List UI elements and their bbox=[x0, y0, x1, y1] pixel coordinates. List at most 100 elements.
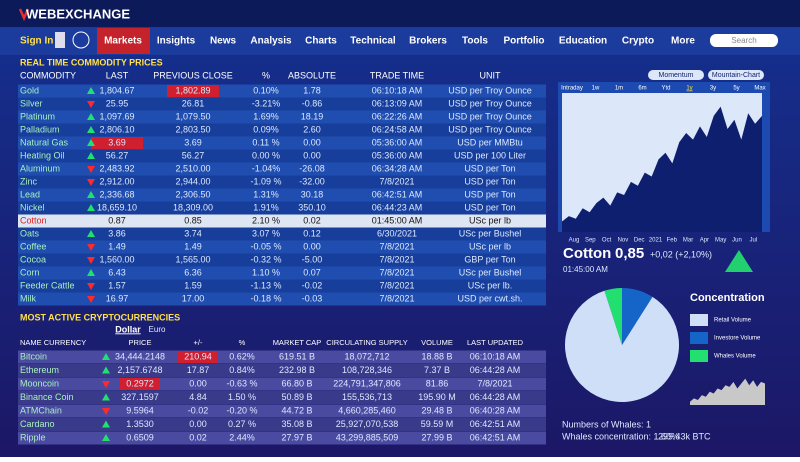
table-row[interactable] bbox=[18, 240, 546, 254]
column-header: LAST UPDATED bbox=[467, 338, 524, 347]
nav-item[interactable]: Insights bbox=[157, 36, 196, 47]
nav-item[interactable]: Charts bbox=[305, 36, 337, 47]
sign-in[interactable]: Sign In bbox=[20, 36, 53, 47]
cell: 7/8/2021 bbox=[379, 254, 414, 264]
cell: 2,912.00 bbox=[99, 176, 134, 186]
table-row[interactable] bbox=[18, 391, 546, 404]
cell: 224,791,347,806 bbox=[333, 378, 401, 388]
range-option[interactable]: Intraday bbox=[561, 86, 583, 92]
column-header: TRADE TIME bbox=[370, 70, 424, 80]
column-header: LAST bbox=[106, 70, 129, 80]
range-option[interactable]: 3y bbox=[710, 86, 716, 92]
crypto-name: Ethereum bbox=[20, 365, 59, 375]
cell: 06:22:26 AM bbox=[372, 111, 423, 121]
table-row[interactable] bbox=[18, 418, 546, 431]
month-label: Nov bbox=[618, 238, 629, 244]
commodity-name: Gold bbox=[20, 85, 39, 95]
table-row[interactable] bbox=[18, 227, 546, 241]
whales-concentration: Whales concentration: 1.60% bbox=[562, 431, 679, 441]
nav-item[interactable]: Brokers bbox=[409, 36, 447, 47]
table-row[interactable] bbox=[18, 431, 546, 445]
table-row[interactable] bbox=[18, 136, 546, 150]
table-row[interactable] bbox=[18, 266, 546, 280]
cell: 27.97 B bbox=[281, 432, 312, 442]
column-header: ABSOLUTE bbox=[288, 70, 336, 80]
range-option[interactable]: 1y bbox=[686, 86, 692, 92]
cell: 56.27 bbox=[106, 150, 129, 160]
table-row[interactable] bbox=[18, 97, 546, 111]
cell: -0.05 % bbox=[250, 241, 281, 251]
nav-item[interactable]: Crypto bbox=[622, 36, 654, 47]
range-option[interactable]: 1m bbox=[615, 86, 623, 92]
nav-item[interactable]: Portfolio bbox=[503, 36, 544, 47]
nav-item[interactable]: News bbox=[210, 36, 237, 47]
column-header: UNIT bbox=[480, 70, 501, 80]
pie-slice bbox=[565, 290, 679, 403]
cell: 1.69% bbox=[253, 111, 279, 121]
table-row[interactable] bbox=[18, 110, 546, 124]
cell: 1.78 bbox=[303, 85, 321, 95]
cell: 18,659.10 bbox=[97, 202, 137, 212]
cell: 1.3530 bbox=[126, 419, 154, 429]
nav-item[interactable]: Tools bbox=[462, 36, 488, 47]
chart-button[interactable] bbox=[648, 70, 704, 80]
search-box[interactable] bbox=[710, 34, 778, 47]
cell: 59.59 M bbox=[421, 419, 454, 429]
up-arrow bbox=[87, 126, 95, 133]
cell-highlight bbox=[167, 85, 219, 97]
nav-item[interactable]: Analysis bbox=[250, 36, 292, 47]
cell: 06:44:28 AM bbox=[470, 392, 521, 402]
table-row[interactable] bbox=[18, 350, 546, 364]
tab[interactable]: Euro bbox=[149, 325, 166, 334]
table-row[interactable] bbox=[18, 175, 546, 189]
quote-name: Cotton bbox=[563, 245, 611, 262]
nav-item[interactable]: Markets bbox=[104, 36, 142, 47]
table-row[interactable] bbox=[18, 253, 546, 267]
range-option[interactable]: Ytd bbox=[661, 86, 670, 92]
table-row[interactable] bbox=[18, 123, 546, 137]
table-row[interactable] bbox=[18, 214, 546, 228]
crypto-name: Binance Coin bbox=[20, 392, 74, 402]
table-row[interactable] bbox=[18, 84, 546, 98]
cell: 0.27 % bbox=[228, 419, 256, 429]
cell: 0.00 bbox=[189, 378, 207, 388]
cell: USD per Ton bbox=[464, 202, 515, 212]
table-row[interactable] bbox=[18, 201, 546, 215]
cell: -0.03 bbox=[302, 293, 323, 303]
pie-slice bbox=[622, 288, 653, 345]
nav-item[interactable]: Education bbox=[559, 36, 607, 47]
cell: 66.80 B bbox=[281, 378, 312, 388]
cell: 3.69 bbox=[108, 137, 126, 147]
table-row[interactable] bbox=[18, 404, 546, 418]
range-option[interactable]: Max bbox=[754, 86, 765, 92]
area-series bbox=[562, 106, 762, 232]
column-header: MARKET CAP bbox=[273, 338, 322, 347]
table-row[interactable] bbox=[18, 292, 546, 306]
up-arrow bbox=[87, 191, 95, 198]
table-row[interactable] bbox=[18, 364, 546, 377]
column-header: +/- bbox=[194, 338, 203, 347]
range-option[interactable]: 5y bbox=[733, 86, 739, 92]
cell: 7/8/2021 bbox=[379, 293, 414, 303]
area-series bbox=[690, 378, 765, 405]
cell: 0.00 bbox=[303, 241, 321, 251]
table-row[interactable] bbox=[18, 188, 546, 202]
nav-item[interactable]: More bbox=[671, 36, 695, 47]
cell: 0.12 bbox=[303, 228, 321, 238]
cell: 6.43 bbox=[108, 267, 126, 277]
table-row[interactable] bbox=[18, 149, 546, 163]
down-arrow bbox=[87, 244, 95, 251]
tab[interactable]: Dollar bbox=[115, 324, 141, 334]
chart-button[interactable] bbox=[708, 70, 764, 80]
cell: USc per lb bbox=[469, 215, 511, 225]
table-row[interactable] bbox=[18, 162, 546, 176]
cell: 1.49 bbox=[184, 241, 202, 251]
cell: 01:45:00 AM bbox=[372, 215, 423, 225]
range-option[interactable]: 1w bbox=[592, 86, 600, 92]
cell: 50.89 B bbox=[281, 392, 312, 402]
table-row[interactable] bbox=[18, 279, 546, 293]
month-label: Oct bbox=[602, 238, 612, 244]
range-option[interactable]: 6m bbox=[638, 86, 646, 92]
nav-item[interactable]: Technical bbox=[350, 36, 396, 47]
pie-slice bbox=[604, 288, 622, 345]
